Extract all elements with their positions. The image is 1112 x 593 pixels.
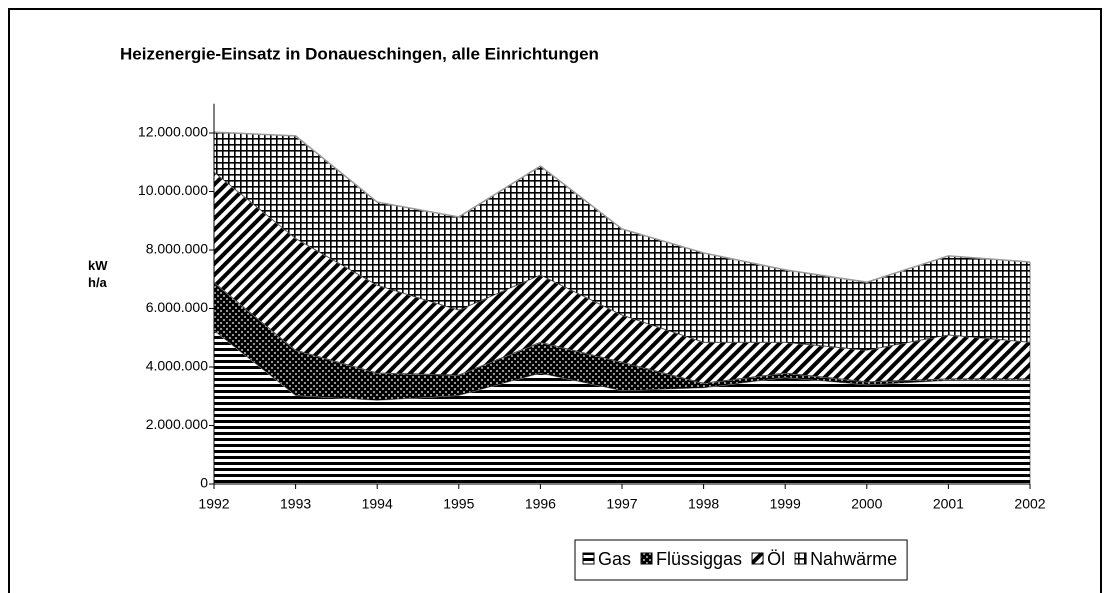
legend-swatch [751, 552, 764, 565]
y-tick-label: 0 [200, 475, 208, 491]
x-tick-label: 2002 [1014, 496, 1045, 512]
x-tick-label: 1998 [688, 496, 719, 512]
legend [574, 539, 908, 581]
x-tick-label: 1993 [280, 496, 311, 512]
chart-title: Heizenergie-Einsatz in Donaueschingen, a… [120, 44, 599, 63]
x-tick-label: 1992 [198, 496, 229, 512]
legend-swatch [794, 552, 807, 565]
legend-label: Gas [598, 549, 631, 569]
x-tick-label: 2000 [851, 496, 882, 512]
legend-swatch [582, 552, 595, 565]
legend-label: Flüssiggas [656, 549, 742, 569]
x-tick-label: 1996 [525, 496, 556, 512]
legend-label: Öl [767, 549, 785, 569]
y-tick-label: 8.000.000 [146, 241, 208, 257]
x-tick-label: 2001 [933, 496, 964, 512]
y-tick-label: 4.000.000 [146, 358, 208, 374]
x-tick-label: 1997 [606, 496, 637, 512]
area-edge [213, 131, 1031, 283]
legend-swatch [640, 552, 653, 565]
x-tick-label: 1999 [770, 496, 801, 512]
legend-label: Nahwärme [810, 549, 897, 569]
y-tick-label: 2.000.000 [146, 416, 208, 432]
y-axis-label: kW h/a [88, 258, 108, 290]
y-tick-label: 6.000.000 [146, 299, 208, 315]
x-tick-label: 1994 [362, 496, 393, 512]
x-tick-label: 1995 [443, 496, 474, 512]
y-tick-label: 10.000.000 [138, 182, 208, 198]
chart-frame [8, 8, 1102, 593]
y-tick-label: 12.000.000 [138, 124, 208, 140]
